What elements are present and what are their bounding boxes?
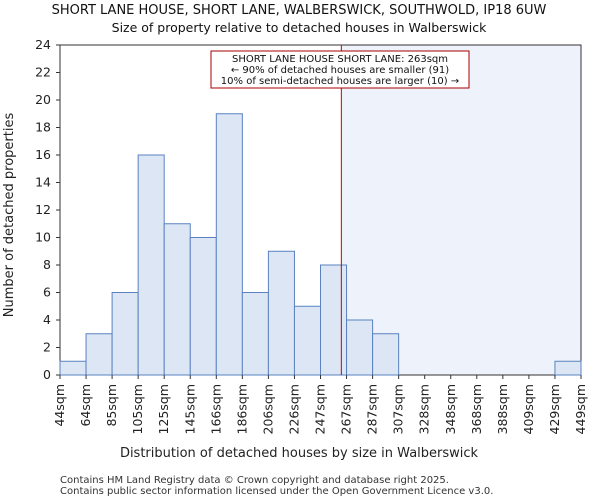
bar-105sqm [137, 154, 165, 376]
annotation-line-1: SHORT LANE HOUSE SHORT LANE: 263sqm [232, 54, 448, 65]
x-tick-label-287sqm: 287sqm [365, 384, 380, 434]
x-tick-label-186sqm: 186sqm [234, 384, 249, 434]
bar-226sqm [293, 305, 322, 376]
y-tick-label-24: 24 [35, 37, 51, 52]
bar-429sqm [554, 360, 582, 376]
x-tick-label-267sqm: 267sqm [339, 384, 354, 434]
bar-145sqm [189, 237, 217, 376]
x-tick-label-44sqm: 44sqm [52, 384, 67, 427]
x-tick-label-145sqm: 145sqm [182, 384, 197, 434]
annotation-line-2: ← 90% of detached houses are smaller (91… [231, 65, 449, 76]
y-axis-label: Number of detached properties [2, 113, 17, 318]
y-tick-label-14: 14 [35, 175, 51, 190]
chart-title: SHORT LANE HOUSE, SHORT LANE, WALBERSWIC… [52, 3, 547, 18]
annotation-line-3: 10% of semi-detached houses are larger (… [221, 76, 459, 87]
y-tick-label-22: 22 [35, 65, 51, 80]
bar-125sqm [163, 223, 191, 376]
y-tick-label-4: 4 [43, 312, 51, 327]
x-tick-label-388sqm: 388sqm [495, 384, 510, 434]
bar-64sqm [85, 333, 113, 376]
y-tick-label-0: 0 [43, 367, 51, 382]
larger-region-shade [341, 45, 581, 375]
x-axis-label: Distribution of detached houses by size … [120, 446, 479, 461]
bar-247sqm [320, 264, 348, 376]
y-tick-label-20: 20 [35, 92, 51, 107]
bar-166sqm [215, 113, 243, 376]
bar-267sqm [346, 319, 374, 376]
x-tick-label-206sqm: 206sqm [260, 384, 275, 434]
x-tick-label-429sqm: 429sqm [547, 384, 562, 434]
x-tick-label-64sqm: 64sqm [78, 384, 93, 427]
x-tick-label-328sqm: 328sqm [417, 384, 432, 434]
x-tick-label-409sqm: 409sqm [521, 384, 536, 434]
x-tick-label-125sqm: 125sqm [156, 384, 171, 434]
y-tick-label-2: 2 [43, 340, 51, 355]
x-tick-label-85sqm: 85sqm [104, 384, 119, 427]
bar-44sqm [59, 360, 87, 376]
bar-85sqm [111, 292, 139, 376]
bar-287sqm [372, 333, 400, 376]
chart-subtitle: Size of property relative to detached ho… [112, 20, 487, 35]
x-tick-label-226sqm: 226sqm [286, 384, 301, 434]
footer-line-1: Contains HM Land Registry data © Crown c… [60, 475, 449, 486]
footer-line-2: Contains public sector information licen… [60, 486, 493, 497]
y-tick-label-18: 18 [35, 120, 51, 135]
bar-206sqm [267, 250, 295, 376]
x-tick-label-368sqm: 368sqm [469, 384, 484, 434]
x-tick-label-449sqm: 449sqm [573, 384, 588, 434]
x-tick-label-247sqm: 247sqm [313, 384, 328, 434]
x-tick-label-348sqm: 348sqm [443, 384, 458, 434]
y-tick-label-10: 10 [35, 230, 51, 245]
y-tick-label-12: 12 [35, 202, 51, 217]
x-tick-label-105sqm: 105sqm [130, 384, 145, 434]
y-tick-label-6: 6 [43, 285, 51, 300]
annotation-box [210, 50, 470, 89]
y-tick-label-16: 16 [35, 147, 51, 162]
x-tick-label-307sqm: 307sqm [391, 384, 406, 434]
y-tick-label-8: 8 [43, 257, 51, 272]
x-tick-label-166sqm: 166sqm [208, 384, 223, 434]
bar-186sqm [241, 292, 269, 376]
